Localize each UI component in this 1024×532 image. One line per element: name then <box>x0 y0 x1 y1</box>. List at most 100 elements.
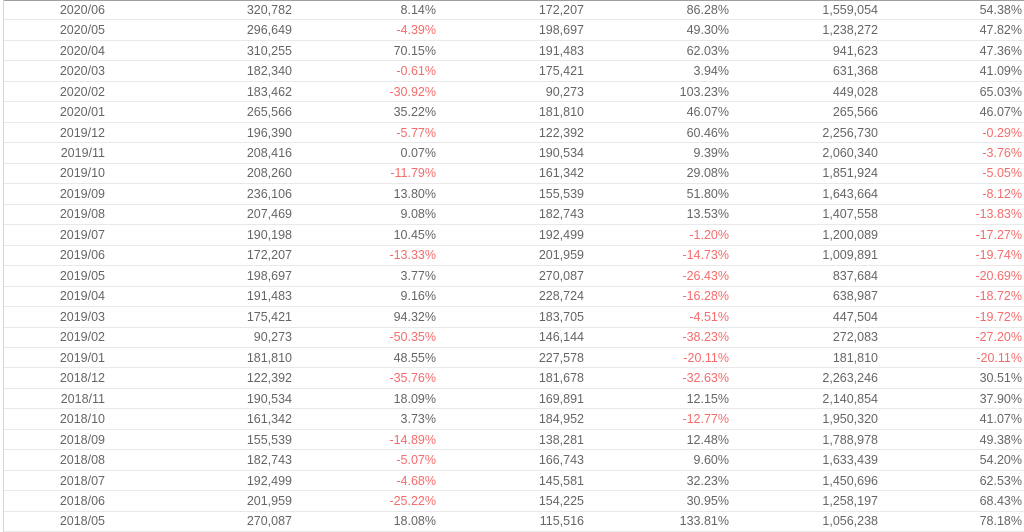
table-row: 2018/10 161,342 3.73% 184,952 -12.77% 1,… <box>4 409 1024 430</box>
table-row: 2018/11 190,534 18.09% 169,891 12.15% 2,… <box>4 388 1024 410</box>
percent-cell-1: 70.15% <box>393 43 436 58</box>
date-cell: 2018/11 <box>60 391 105 406</box>
value-cell-2: 182,743 <box>538 207 584 222</box>
table-row: 2020/06 320,782 8.14% 172,207 86.28% 1,5… <box>4 0 1024 21</box>
value-cell-2: 161,342 <box>538 166 584 181</box>
percent-cell-3: -27.20% <box>975 330 1022 345</box>
percent-cell-3: -5.05% <box>982 166 1022 181</box>
value-cell-2: 172,207 <box>538 2 584 17</box>
date-cell: 2018/05 <box>59 514 105 529</box>
percent-cell-2: 103.23% <box>679 84 729 99</box>
value-cell-3: 1,009,891 <box>822 248 878 263</box>
table-row: 2020/01 265,566 35.22% 181,810 46.07% 26… <box>4 102 1024 123</box>
percent-cell-2: -32.63% <box>682 371 729 386</box>
percent-cell-2: -20.11% <box>683 350 729 365</box>
percent-cell-3: 46.07% <box>979 105 1022 120</box>
table-row: 2018/05 270,087 18.08% 115,516 133.81% 1… <box>4 511 1024 532</box>
date-cell: 2018/12 <box>59 371 105 386</box>
value-cell-2: 192,499 <box>538 227 584 242</box>
percent-cell-3: 54.38% <box>979 2 1022 17</box>
value-cell-1: 182,340 <box>246 64 292 79</box>
value-cell-2: 191,483 <box>538 43 584 58</box>
percent-cell-3: -19.72% <box>975 309 1022 324</box>
value-cell-2: 175,421 <box>538 64 584 79</box>
percent-cell-3: -17.27% <box>975 227 1022 242</box>
percent-cell-2: 13.53% <box>686 207 729 222</box>
table-row: 2019/03 175,421 94.32% 183,705 -4.51% 44… <box>4 307 1024 328</box>
date-cell: 2020/01 <box>59 105 105 120</box>
percent-cell-1: -0.61% <box>396 64 436 79</box>
value-cell-3: 265,566 <box>832 105 878 120</box>
value-cell-3: 1,056,238 <box>822 514 878 529</box>
date-cell: 2019/02 <box>59 330 105 345</box>
value-cell-1: 155,539 <box>246 432 292 447</box>
percent-cell-1: 94.32% <box>393 309 436 324</box>
table-row: 2018/09 155,539 -14.89% 138,281 12.48% 1… <box>4 429 1024 451</box>
date-cell: 2019/08 <box>59 207 105 222</box>
value-cell-1: 207,469 <box>246 207 292 222</box>
value-cell-1: 236,106 <box>246 186 292 201</box>
table-row: 2020/02 183,462 -30.92% 90,273 103.23% 4… <box>4 81 1024 103</box>
value-cell-1: 175,421 <box>246 309 292 324</box>
percent-cell-3: 62.53% <box>979 473 1022 488</box>
percent-cell-2: 32.23% <box>686 473 729 488</box>
table-row: 2019/04 191,483 9.16% 228,724 -16.28% 63… <box>4 286 1024 308</box>
percent-cell-2: -38.23% <box>682 330 729 345</box>
date-cell: 2019/05 <box>59 268 105 283</box>
percent-cell-3: -20.11% <box>976 350 1022 365</box>
percent-cell-1: -50.35% <box>389 330 436 345</box>
percent-cell-2: 30.95% <box>686 493 729 508</box>
percent-cell-1: 9.08% <box>400 207 436 222</box>
value-cell-3: 941,623 <box>832 43 878 58</box>
value-cell-3: 1,200,089 <box>822 227 878 242</box>
percent-cell-1: -4.68% <box>396 473 436 488</box>
percent-cell-3: 54.20% <box>979 453 1022 468</box>
percent-cell-3: -18.72% <box>975 289 1022 304</box>
value-cell-1: 196,390 <box>246 125 292 140</box>
percent-cell-2: 133.81% <box>679 514 729 529</box>
value-cell-1: 192,499 <box>246 473 292 488</box>
value-cell-1: 161,342 <box>246 412 292 427</box>
value-cell-1: 198,697 <box>246 268 292 283</box>
value-cell-3: 837,684 <box>832 268 878 283</box>
value-cell-3: 1,407,558 <box>822 207 878 222</box>
percent-cell-2: -1.20% <box>689 227 729 242</box>
value-cell-1: 270,087 <box>246 514 292 529</box>
date-cell: 2019/03 <box>59 309 105 324</box>
value-cell-2: 198,697 <box>538 23 584 38</box>
date-cell: 2019/06 <box>59 248 105 263</box>
table-row: 2020/05 296,649 -4.39% 198,697 49.30% 1,… <box>4 20 1024 41</box>
percent-cell-1: -5.77% <box>396 125 436 140</box>
table-row: 2019/10 208,260 -11.79% 161,342 29.08% 1… <box>4 163 1024 185</box>
value-cell-2: 181,810 <box>538 105 584 120</box>
value-cell-1: 182,743 <box>246 453 292 468</box>
value-cell-2: 166,743 <box>538 453 584 468</box>
table-row: 2019/09 236,106 13.80% 155,539 51.80% 1,… <box>4 184 1024 205</box>
value-cell-2: 227,578 <box>538 350 584 365</box>
value-cell-3: 2,263,246 <box>822 371 878 386</box>
percent-cell-1: 13.80% <box>393 186 436 201</box>
value-cell-1: 201,959 <box>246 493 292 508</box>
value-cell-3: 1,238,272 <box>822 23 878 38</box>
percent-cell-3: -20.69% <box>975 268 1022 283</box>
percent-cell-2: -12.77% <box>682 412 729 427</box>
percent-cell-1: -13.33% <box>389 248 436 263</box>
value-cell-3: 1,950,320 <box>822 412 878 427</box>
percent-cell-1: 8.14% <box>400 2 436 17</box>
date-cell: 2019/07 <box>59 227 105 242</box>
value-cell-3: 2,140,854 <box>822 391 878 406</box>
percent-cell-3: 37.90% <box>979 391 1022 406</box>
value-cell-3: 1,559,054 <box>822 2 878 17</box>
date-cell: 2020/06 <box>59 2 105 17</box>
table-row: 2019/07 190,198 10.45% 192,499 -1.20% 1,… <box>4 225 1024 246</box>
date-cell: 2019/09 <box>59 186 105 201</box>
value-cell-3: 1,851,924 <box>822 166 878 181</box>
percent-cell-2: 60.46% <box>686 125 729 140</box>
table-row: 2019/12 196,390 -5.77% 122,392 60.46% 2,… <box>4 122 1024 144</box>
date-cell: 2020/02 <box>59 84 105 99</box>
date-cell: 2019/04 <box>59 289 105 304</box>
value-cell-2: 155,539 <box>538 186 584 201</box>
percent-cell-1: -35.76% <box>389 371 436 386</box>
value-cell-3: 2,256,730 <box>822 125 878 140</box>
percent-cell-1: 35.22% <box>393 105 436 120</box>
